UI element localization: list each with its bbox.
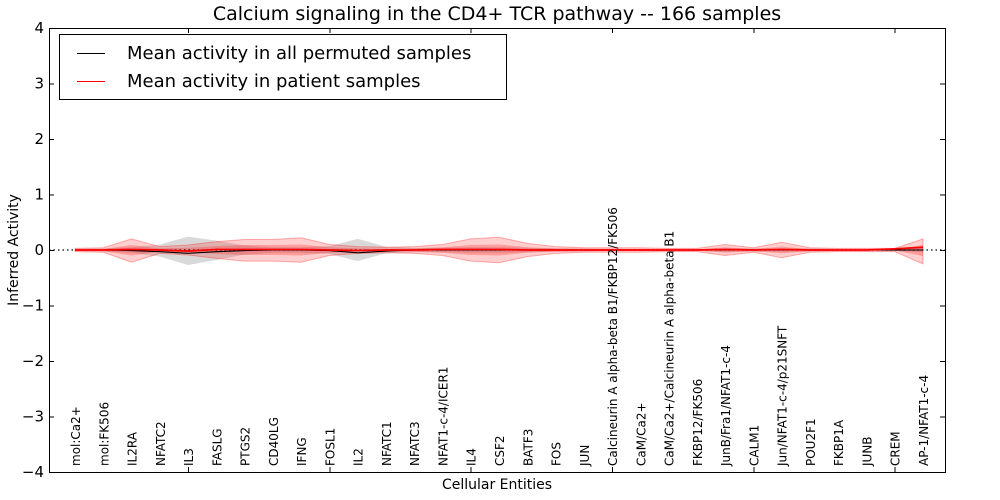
x-tick-label: JunB/Fra1/NFAT1-c-4 xyxy=(719,345,733,467)
x-axis-label: Cellular Entities xyxy=(441,477,553,493)
chart-title: Calcium signaling in the CD4+ TCR pathwa… xyxy=(212,3,782,25)
x-tick-label: JUNB xyxy=(860,436,874,467)
legend-label-permuted: Mean activity in all permuted samples xyxy=(127,42,472,64)
legend: Mean activity in all permuted samples Me… xyxy=(59,34,507,100)
x-tick-label: PTGS2 xyxy=(239,427,253,466)
x-tick-label: Jun/NFAT1-c-4/p21SNFT xyxy=(776,325,790,467)
patient-line-swatch xyxy=(77,80,105,82)
x-tick-label: Calcineurin A alpha-beta B1/FKBP12/FK506 xyxy=(606,207,620,466)
x-tick-label: FASLG xyxy=(210,428,224,466)
x-tick-label: NFATC3 xyxy=(408,421,422,466)
permuted-std-band xyxy=(75,236,923,265)
x-tick-label: NFAT1-c-4/ICER1 xyxy=(436,367,450,466)
y-tick-label: 3 xyxy=(34,75,44,93)
x-tick-label: CREM xyxy=(889,431,903,466)
x-tick-label: JUN xyxy=(578,445,592,467)
x-tick-label: CaM/Ca2+ xyxy=(634,402,648,466)
y-tick-label: 2 xyxy=(34,130,44,148)
x-tick-label: FOSL1 xyxy=(323,428,337,466)
y-tick-label: 1 xyxy=(34,186,44,204)
patient-mean-line xyxy=(75,246,924,252)
x-tick-label: mol:Ca2+ xyxy=(69,406,83,466)
y-tick-label: −2 xyxy=(22,352,44,370)
x-tick-label: IFNG xyxy=(295,437,309,466)
x-tick-label: IL2RA xyxy=(126,431,140,466)
y-tick-label: −3 xyxy=(22,408,44,426)
x-tick-label: FOS xyxy=(550,442,564,466)
legend-entry-permuted: Mean activity in all permuted samples xyxy=(60,39,506,67)
x-tick-label: CALM1 xyxy=(747,425,761,466)
legend-label-patient: Mean activity in patient samples xyxy=(127,70,421,92)
x-tick-label: IL3 xyxy=(182,448,196,466)
y-tick-label: −1 xyxy=(22,297,44,315)
y-tick-label: 0 xyxy=(34,241,44,259)
x-tick-label: IL2 xyxy=(352,448,366,466)
y-tick-label: −4 xyxy=(22,463,44,481)
x-tick-label: CaM/Ca2+/Calcineurin A alpha-beta B1 xyxy=(663,231,677,466)
x-tick-label: CD40LG xyxy=(267,417,281,466)
permuted-line-swatch xyxy=(77,52,105,54)
legend-entry-patient: Mean activity in patient samples xyxy=(60,67,506,95)
x-tick-label: IL4 xyxy=(465,448,479,466)
x-tick-label: NFATC2 xyxy=(154,421,168,466)
x-tick-label: mol:FK506 xyxy=(97,402,111,466)
x-tick-label: NFATC1 xyxy=(380,421,394,466)
x-tick-label: FKBP12/FK506 xyxy=(691,379,705,466)
x-tick-label: CSF2 xyxy=(493,435,507,466)
x-tick-label: FKBP1A xyxy=(832,419,846,466)
x-tick-label: BATF3 xyxy=(521,429,535,466)
x-tick-label: POU2F1 xyxy=(804,418,818,466)
x-tick-label: AP-1/NFAT1-c-4 xyxy=(917,375,931,466)
y-tick-label: 4 xyxy=(34,19,44,37)
